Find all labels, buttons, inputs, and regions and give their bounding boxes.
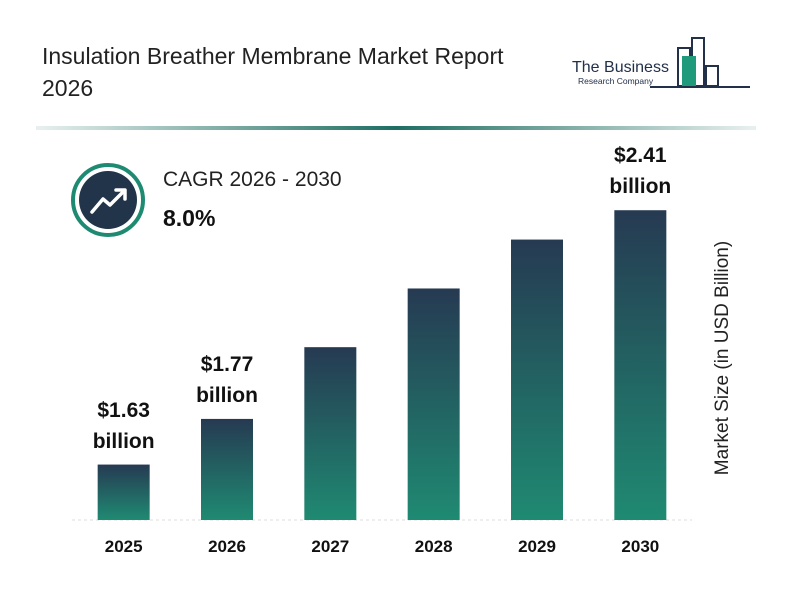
bar — [304, 347, 357, 520]
x-tick-label: 2025 — [105, 537, 143, 556]
bar — [201, 418, 253, 520]
bar — [407, 288, 460, 520]
cagr-value: 8.0% — [163, 205, 216, 231]
x-tick-label: 2030 — [621, 537, 659, 556]
cagr-label: CAGR 2026 - 2030 — [163, 168, 342, 191]
cagr-icon — [71, 163, 145, 237]
logo — [650, 37, 750, 88]
bar — [97, 464, 150, 520]
value-label: $1.77 billion — [196, 352, 258, 407]
logo-subtext: Research Company — [578, 76, 654, 86]
divider — [36, 126, 756, 130]
value-label: $1.63 billion — [92, 398, 155, 453]
y-axis-label: Market Size (in USD Billion) — [712, 241, 733, 475]
x-tick-label: 2026 — [208, 537, 246, 556]
x-tick-label: 2027 — [311, 537, 349, 556]
title: Insulation Breather Membrane Market Repo… — [42, 43, 504, 101]
bar — [614, 210, 667, 520]
x-tick-label: 2028 — [415, 537, 453, 556]
value-label: $2.41 billion — [609, 144, 672, 199]
bar — [511, 239, 563, 520]
logo-text: The Business — [572, 59, 669, 76]
x-tick-label: 2029 — [518, 537, 556, 556]
